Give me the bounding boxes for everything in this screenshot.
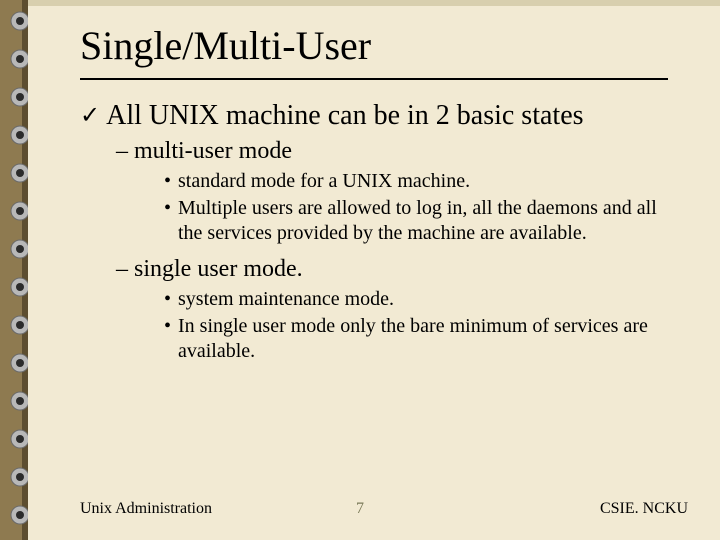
bullet-icon: •	[164, 196, 178, 221]
bullet-item: •In single user mode only the bare minim…	[164, 314, 670, 364]
bullet-text: Multiple users are allowed to log in, al…	[178, 197, 657, 244]
bullet-icon: •	[164, 169, 178, 194]
section-heading-text: multi-user mode	[134, 138, 292, 164]
bullet-group: •standard mode for a UNIX machine. •Mult…	[164, 169, 670, 246]
level1-text: All UNIX machine can be in 2 basic state…	[106, 100, 583, 131]
bullet-item: •Multiple users are allowed to log in, a…	[164, 196, 670, 246]
section-heading: –single user mode.	[116, 256, 670, 283]
body-level1: ✓All UNIX machine can be in 2 basic stat…	[80, 100, 670, 132]
dash-icon: –	[116, 138, 128, 165]
bullet-item: •standard mode for a UNIX machine.	[164, 169, 670, 194]
check-icon: ✓	[80, 101, 100, 130]
bullet-item: •system maintenance mode.	[164, 287, 670, 312]
bullet-group: •system maintenance mode. •In single use…	[164, 287, 670, 364]
slide-title: Single/Multi-User	[80, 22, 371, 69]
binder-strip	[0, 0, 28, 540]
bullet-text: system maintenance mode.	[178, 288, 394, 310]
bullet-icon: •	[164, 314, 178, 339]
dash-icon: –	[116, 256, 128, 283]
slide: Single/Multi-User ✓All UNIX machine can …	[0, 0, 720, 540]
title-underline	[80, 78, 668, 80]
section-heading-text: single user mode.	[134, 256, 303, 282]
bullet-text: standard mode for a UNIX machine.	[178, 170, 470, 192]
slide-body: ✓All UNIX machine can be in 2 basic stat…	[80, 100, 670, 374]
bullet-icon: •	[164, 287, 178, 312]
bullet-text: In single user mode only the bare minimu…	[178, 315, 648, 362]
footer-right: CSIE. NCKU	[600, 500, 688, 518]
section-heading: –multi-user mode	[116, 138, 670, 165]
